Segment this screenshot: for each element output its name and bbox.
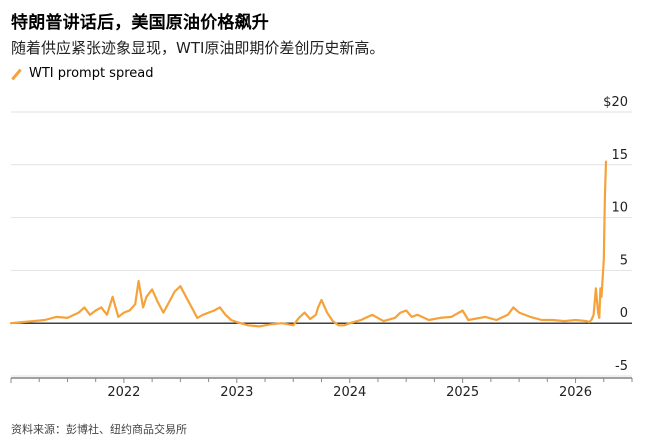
legend-label: WTI prompt spread bbox=[29, 66, 154, 81]
x-tick-label: 2026 bbox=[559, 385, 592, 400]
series-line-wti-prompt-spread bbox=[9, 160, 608, 328]
x-tick-label: 2025 bbox=[446, 385, 479, 400]
chart-subtitle: 随着供应紧张迹象显现，WTI原油即期价差创历史新高。 bbox=[11, 39, 385, 57]
y-tick-label: 10 bbox=[611, 201, 628, 216]
source-note: 资料来源：彭博社、纽约商品交易所 bbox=[11, 423, 187, 436]
y-tick-label: 0 bbox=[620, 306, 628, 321]
y-tick-label: 5 bbox=[620, 253, 628, 268]
x-tick-label: 2022 bbox=[107, 385, 140, 400]
y-tick-label: $20 bbox=[603, 95, 628, 110]
y-tick-label: 15 bbox=[611, 148, 628, 163]
y-tick-label: -5 bbox=[615, 359, 628, 374]
legend: WTI prompt spread bbox=[11, 66, 153, 81]
x-tick-label: 2023 bbox=[220, 385, 253, 400]
chart-title: 特朗普讲话后，美国原油价格飙升 bbox=[11, 13, 269, 33]
x-tick-label: 2024 bbox=[333, 385, 366, 400]
